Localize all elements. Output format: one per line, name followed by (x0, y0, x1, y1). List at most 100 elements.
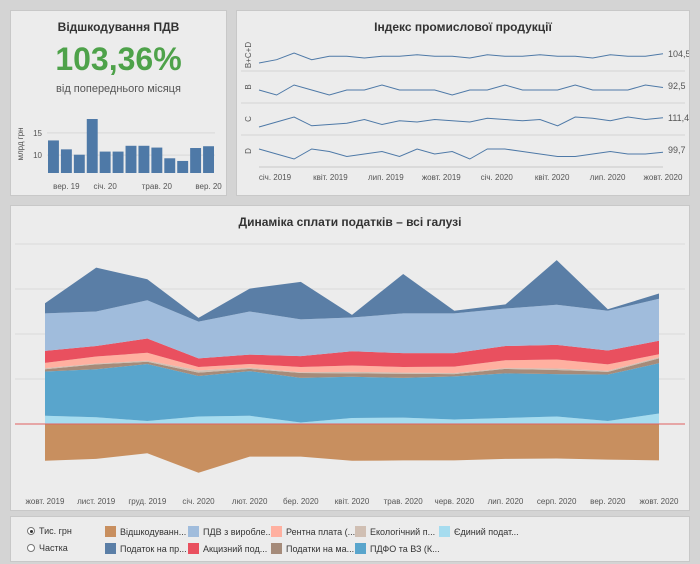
vat-ytick-label: 10 (33, 151, 42, 160)
ipi-row-label: В (244, 84, 253, 89)
legend-item[interactable]: ПДВ з виробле... (188, 526, 273, 537)
vat-bar (138, 145, 150, 173)
vat-bar (60, 149, 72, 173)
vat-bar (125, 145, 137, 173)
legend-item[interactable]: Податок на пр... (105, 543, 187, 554)
radio-share[interactable]: Частка (27, 543, 68, 553)
legend-item[interactable]: Акцизний под... (188, 543, 267, 554)
vat-xtick-label: вер. 19 (53, 182, 80, 191)
tax-area-series (45, 363, 659, 423)
tax-xtick-label: трав. 2020 (384, 497, 424, 506)
vat-bar (48, 140, 59, 173)
tax-xtick-label: квіт. 2020 (335, 497, 370, 506)
tax-area-series (45, 298, 659, 359)
industrial-index-chart: В+С+D 104,5 В 92,5 С 111,4 D 99,7 січ. 2019 квіт.… (241, 42, 689, 182)
vat-refund-subtitle: від попереднього місяця (56, 83, 181, 95)
ipi-xtick-label: лип. 2020 (590, 173, 626, 182)
ipi-series-line (258, 52, 664, 64)
legend-item[interactable]: ПДФО та ВЗ (К... (355, 543, 440, 554)
vat-bar (177, 160, 189, 173)
ipi-xtick-label: січ. 2019 (259, 173, 292, 182)
ipi-series-line (258, 116, 664, 128)
ipi-xtick-label: лип. 2019 (368, 173, 404, 182)
industrial-index-panel: Індекс промислової продукції В+С+D 104,5 В… (236, 10, 690, 196)
legend-label: ПДВ з виробле... (203, 526, 274, 537)
ipi-latest-value: 111,4 (668, 113, 689, 123)
legend-swatch (188, 543, 199, 554)
tax-xtick-label: жовт. 2020 (640, 497, 679, 506)
tax-area-series (45, 352, 659, 373)
legend-label: Відшкодуванн... (120, 526, 187, 537)
tax-area-series (45, 424, 659, 473)
legend-label: Акцизний под... (203, 543, 268, 554)
legend-label: Екологічний п... (370, 526, 436, 537)
tax-xtick-label: бер. 2020 (283, 497, 319, 506)
tax-xtick-label: жовт. 2019 (26, 497, 65, 506)
ipi-latest-value: 99,7 (668, 145, 686, 155)
radio-selected-icon[interactable] (27, 527, 35, 535)
radio-thousand-uah[interactable]: Тис. грн (27, 526, 72, 536)
vat-xtick-label: вер. 20 (195, 182, 222, 191)
legend-item[interactable]: Відшкодуванн... (105, 526, 186, 537)
tax-xtick-label: січ. 2020 (182, 497, 215, 506)
legend-swatch (105, 543, 116, 554)
tax-area-chart: жовт. 2019 лист. 2019 груд. 2019 січ. 2020 л… (15, 243, 685, 506)
ipi-xtick-label: січ. 2020 (481, 173, 514, 182)
radio-unselected-icon[interactable] (27, 544, 35, 552)
ipi-row-label: С (244, 116, 253, 122)
vat-refund-panel: Відшкодування ПДВ 103,36% від попередньо… (10, 10, 227, 196)
tax-dynamics-title: Динаміка сплати податків – всі галузі (238, 215, 462, 229)
legend-swatch (355, 543, 366, 554)
ipi-xtick-label: квіт. 2020 (535, 173, 570, 182)
tax-xtick-label: серп. 2020 (537, 497, 577, 506)
ipi-xtick-label: жовт. 2019 (422, 173, 461, 182)
tax-xtick-label: груд. 2019 (128, 497, 166, 506)
tax-xtick-label: лист. 2019 (77, 497, 116, 506)
vat-bar (190, 148, 202, 173)
legend-swatch (355, 526, 366, 537)
vat-y-axis-label: млрд грн (16, 127, 25, 160)
tax-xtick-label: черв. 2020 (435, 497, 475, 506)
legend-panel: Тис. грн Частка Відшкодуванн... Податок … (10, 516, 690, 562)
vat-xtick-label: січ. 20 (94, 182, 118, 191)
vat-bar (86, 119, 98, 173)
radio-label: Частка (39, 543, 68, 553)
ipi-row-label: D (244, 148, 253, 154)
tax-dynamics-panel: Динаміка сплати податків – всі галузі жо… (10, 205, 690, 511)
vat-refund-title: Відшкодування ПДВ (57, 20, 180, 34)
legend-label: Податок на пр... (120, 543, 187, 554)
radio-label: Тис. грн (39, 526, 72, 536)
legend-swatch (271, 526, 282, 537)
legend-swatch (439, 526, 450, 537)
legend-swatch (105, 526, 116, 537)
ipi-xtick-label: жовт. 2020 (644, 173, 683, 182)
tax-area-series (45, 338, 659, 367)
industrial-index-title: Індекс промислової продукції (374, 20, 552, 34)
legend-item[interactable]: Єдиний подат... (439, 526, 519, 537)
vat-bar (203, 146, 214, 173)
legend-label: Рентна плата (... (286, 526, 356, 537)
tax-area-series (45, 358, 659, 378)
ipi-xtick-label: квіт. 2019 (313, 173, 348, 182)
tax-area-series (45, 357, 659, 375)
legend-item[interactable]: Податки на ма... (271, 543, 354, 554)
legend-label: Єдиний подат... (454, 526, 519, 537)
ipi-series-line (258, 84, 664, 96)
vat-bar (151, 147, 163, 173)
tax-xtick-label: вер. 2020 (590, 497, 626, 506)
vat-xtick-label: трав. 20 (142, 182, 173, 191)
legend-item[interactable]: Рентна плата (... (271, 526, 355, 537)
legend-swatch (271, 543, 282, 554)
legend-label: ПДФО та ВЗ (К... (370, 543, 440, 554)
vat-ytick-label: 15 (33, 129, 42, 138)
ipi-latest-value: 92,5 (668, 81, 686, 91)
vat-bar (164, 158, 176, 173)
ipi-row-label: В+С+D (244, 42, 253, 68)
tax-area-series (45, 260, 659, 322)
tax-xtick-label: лип. 2020 (488, 497, 524, 506)
vat-refund-value: 103,36% (55, 41, 182, 77)
vat-bar (99, 151, 111, 173)
vat-bar (73, 154, 85, 173)
tax-area-series (45, 413, 659, 424)
legend-item[interactable]: Екологічний п... (355, 526, 435, 537)
